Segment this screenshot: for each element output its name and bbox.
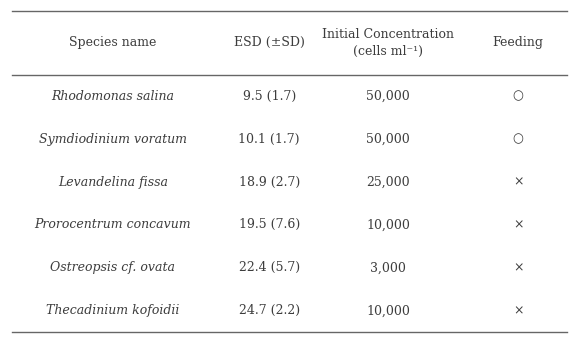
Text: 10.1 (1.7): 10.1 (1.7) [239, 132, 300, 146]
Text: ESD (±SD): ESD (±SD) [234, 36, 305, 49]
Text: 10,000: 10,000 [366, 304, 410, 317]
Text: Symdiodinium voratum: Symdiodinium voratum [39, 132, 187, 146]
Text: Thecadinium kofoidii: Thecadinium kofoidii [46, 304, 179, 317]
Text: Prorocentrum concavum: Prorocentrum concavum [35, 218, 191, 232]
Text: Levandelina fissa: Levandelina fissa [58, 175, 168, 189]
Text: ×: × [513, 261, 523, 274]
Text: Species name: Species name [69, 36, 156, 49]
Text: ×: × [513, 304, 523, 317]
Text: Feeding: Feeding [493, 36, 544, 49]
Text: 3,000: 3,000 [370, 261, 406, 274]
Text: Rhodomonas salina: Rhodomonas salina [52, 90, 174, 103]
Text: 19.5 (7.6): 19.5 (7.6) [239, 218, 300, 232]
Text: 50,000: 50,000 [366, 132, 410, 146]
Text: 50,000: 50,000 [366, 90, 410, 103]
Text: 22.4 (5.7): 22.4 (5.7) [239, 261, 300, 274]
Text: 9.5 (1.7): 9.5 (1.7) [243, 90, 296, 103]
Text: 10,000: 10,000 [366, 218, 410, 232]
Text: 24.7 (2.2): 24.7 (2.2) [239, 304, 300, 317]
Text: ○: ○ [513, 132, 523, 146]
Text: ○: ○ [513, 90, 523, 103]
Text: Ostreopsis cf. ovata: Ostreopsis cf. ovata [50, 261, 175, 274]
Text: 18.9 (2.7): 18.9 (2.7) [239, 175, 300, 189]
Text: ×: × [513, 218, 523, 232]
Text: 25,000: 25,000 [366, 175, 410, 189]
Text: ×: × [513, 175, 523, 189]
Text: Initial Concentration
(cells ml⁻¹): Initial Concentration (cells ml⁻¹) [322, 28, 454, 58]
